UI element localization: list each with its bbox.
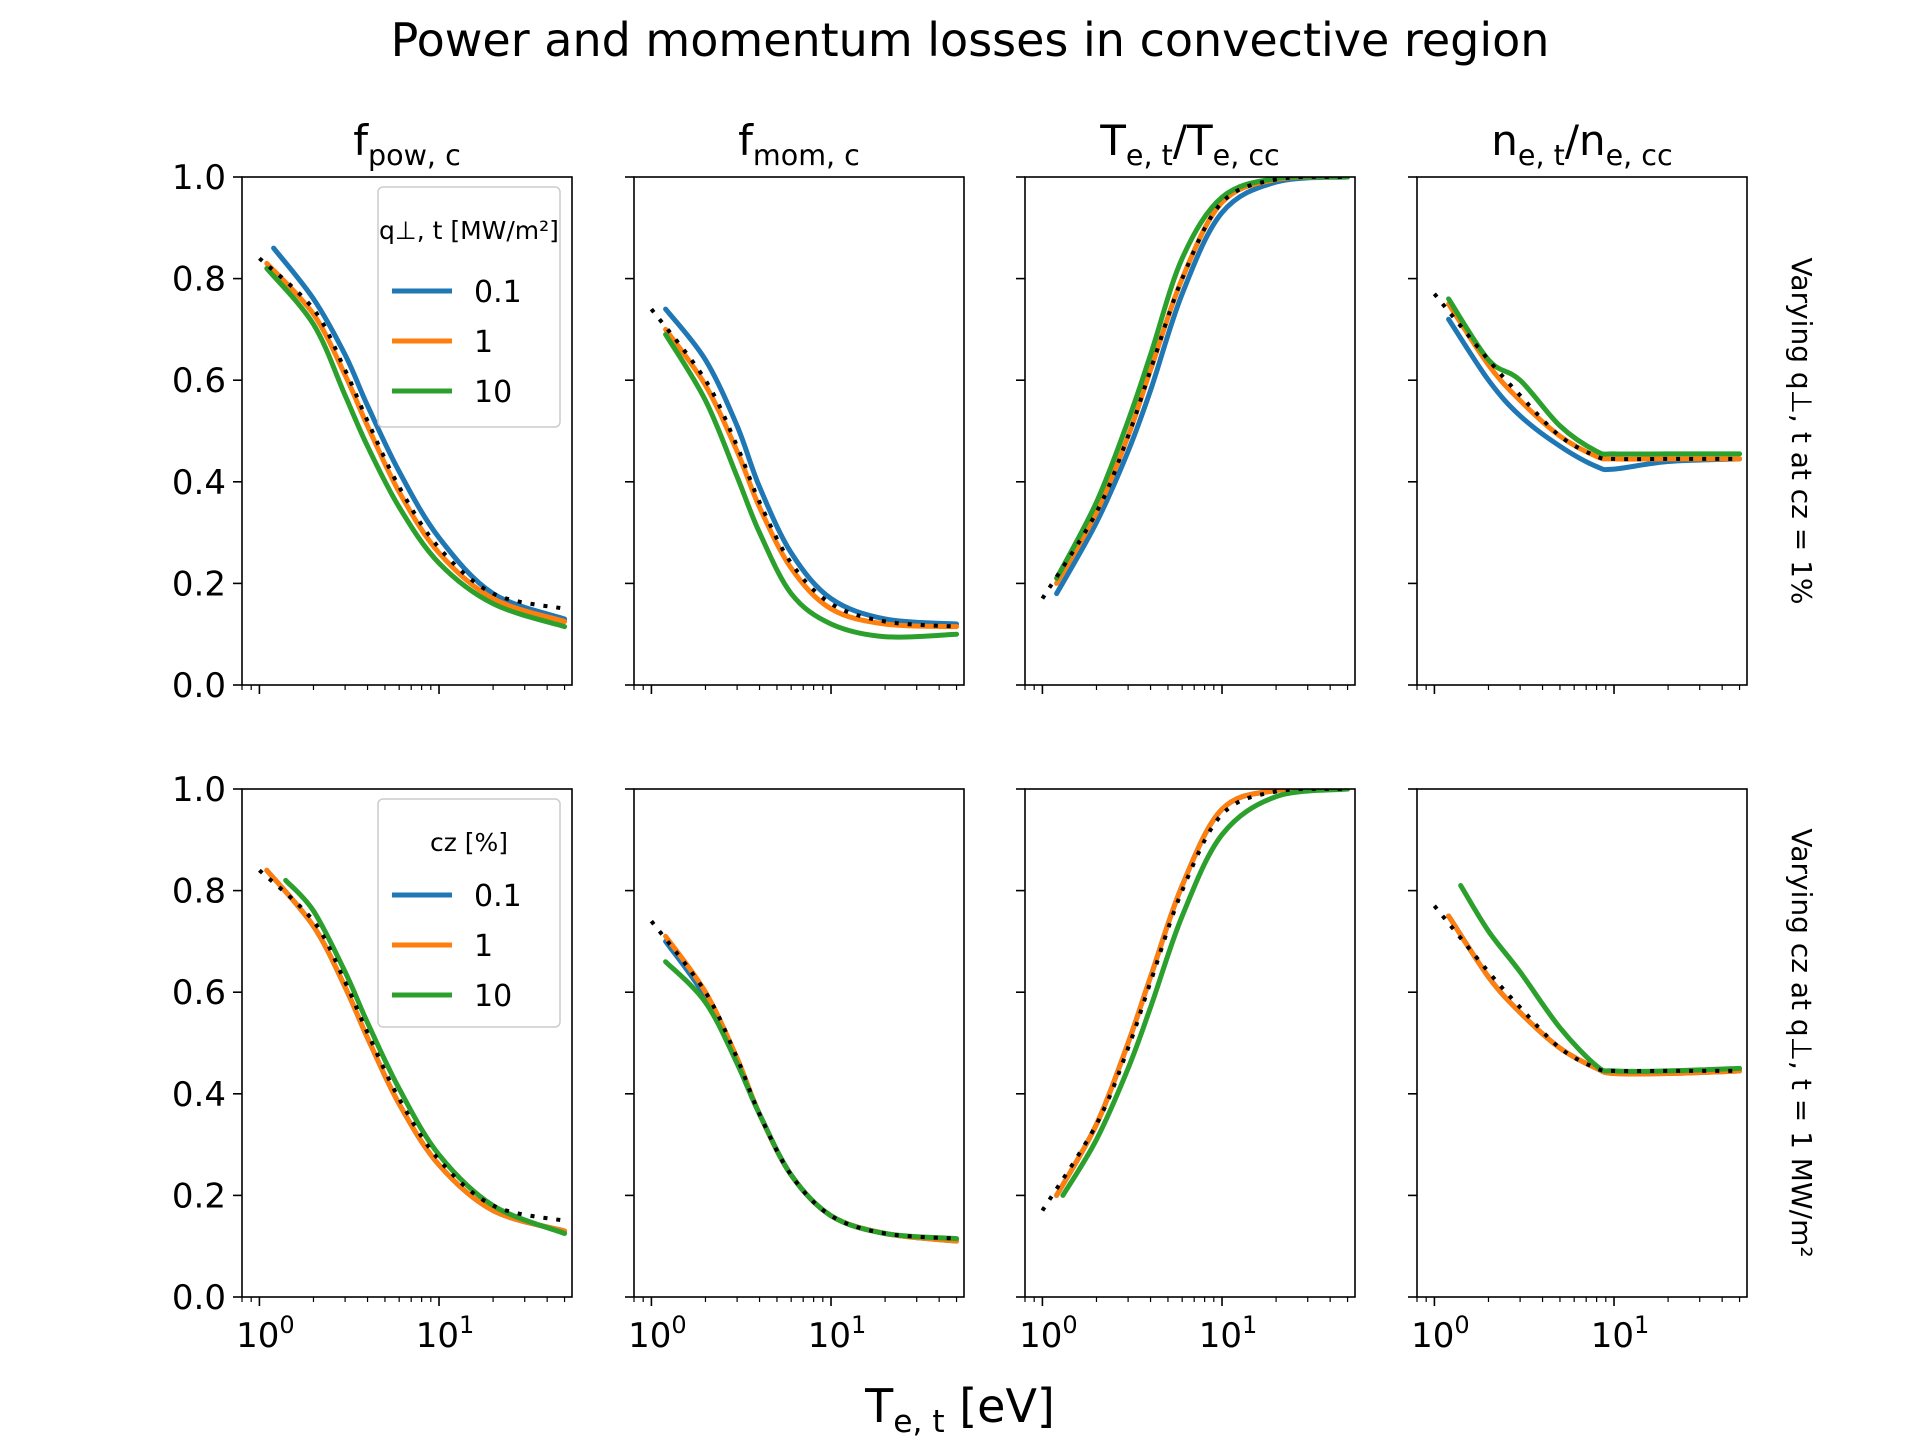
legend-entry: 1 — [474, 929, 493, 964]
legend-entry: 0.1 — [474, 275, 522, 310]
y-tick-label: 0.8 — [172, 260, 226, 300]
plot-lines — [649, 919, 960, 1244]
series-line-1 — [1054, 177, 1351, 586]
panel-title: Te, t/Te, cc — [1099, 116, 1279, 172]
legend-title: cz [%] — [430, 828, 508, 857]
legend-title: q⊥, t [MW/m²] — [379, 216, 559, 245]
reference-line — [1040, 789, 1348, 1212]
series-line-10 — [1060, 789, 1351, 1198]
x-tick-label: 100 — [1411, 1311, 1470, 1356]
panel-title: fmom, c — [738, 116, 860, 172]
plot-lines — [1040, 177, 1351, 600]
reference-line — [649, 919, 957, 1241]
panel-r1-c0: 0.0 0.2 0.4 0.6 0.8 1.0 100 101 cz [%] 0.1 1 10 — [172, 770, 573, 1356]
series-line-10 — [663, 332, 960, 640]
plot-lines — [1040, 789, 1351, 1212]
row-label: Varying cz at q⊥, t = 1 MW/m² — [1785, 828, 1818, 1257]
series-line-10 — [1446, 296, 1743, 457]
legend-box — [377, 186, 561, 428]
reference-line — [1432, 292, 1740, 462]
y-tick-label: 0.2 — [172, 564, 226, 604]
plot-frame — [633, 176, 965, 686]
legend: cz [%] 0.1 1 10 — [377, 798, 561, 1028]
y-tick-label: 0.6 — [172, 973, 226, 1013]
x-axis-label: Te, t [eV] — [864, 1379, 1055, 1440]
plot-frame — [241, 788, 573, 1298]
legend: q⊥, t [MW/m²] 0.1 1 10 — [377, 186, 561, 428]
series-line-0.1 — [271, 245, 568, 622]
plot-lines — [1432, 883, 1743, 1077]
y-tick-label: 0.0 — [172, 1278, 226, 1318]
series-line-1 — [663, 326, 960, 630]
x-tick-label: 101 — [1591, 1311, 1650, 1356]
y-tick-label: 0.0 — [172, 666, 226, 706]
y-tick-label: 0.2 — [172, 1176, 226, 1216]
reference-line — [1040, 177, 1348, 600]
row-label: Varying q⊥, t at cz = 1% — [1785, 257, 1818, 604]
y-tick-label: 0.6 — [172, 361, 226, 401]
x-tick-label: 100 — [628, 1311, 687, 1356]
series-line-1 — [663, 933, 960, 1244]
panel-grid: 0.0 0.2 0.4 0.6 0.8 1.0 fpow, c q⊥, t [MW/m²] 0.… — [172, 116, 1818, 1356]
y-tick-label: 0.4 — [172, 463, 226, 503]
panel-title: ne, t/ne, cc — [1491, 116, 1672, 172]
panel-r0-c2: Te, t/Te, cc — [1016, 116, 1356, 694]
reference-line — [649, 307, 957, 629]
y-tick-label: 0.8 — [172, 872, 226, 912]
x-tick-label: 100 — [1019, 1311, 1078, 1356]
plot-lines — [258, 867, 568, 1236]
plot-frame — [1024, 176, 1356, 686]
series-line-0.1 — [1446, 316, 1743, 473]
x-tick-label: 101 — [416, 1311, 475, 1356]
plot-frame — [1024, 788, 1356, 1298]
y-tick-label: 1.0 — [172, 770, 226, 810]
series-line-0.1 — [1054, 177, 1351, 597]
panel-r1-c2: 100 101 — [1016, 788, 1356, 1356]
series-line-1 — [1446, 301, 1743, 462]
series-line-10 — [1054, 177, 1351, 581]
series-line-0.1 — [663, 306, 960, 627]
panel-r1-c1: 100 101 — [625, 788, 965, 1356]
y-tick-label: 0.4 — [172, 1075, 226, 1115]
series-line-10 — [1458, 883, 1743, 1074]
plot-lines — [258, 245, 568, 630]
legend-entry: 1 — [474, 325, 493, 360]
series-line-10 — [264, 265, 568, 630]
legend-entry: 10 — [474, 375, 512, 410]
reference-line — [1432, 904, 1740, 1074]
panel-r0-c1: fmom, c — [625, 116, 965, 694]
reference-line — [258, 256, 566, 611]
panel-r1-c3: 100 101 Varying cz at q⊥, t = 1 MW/m² — [1408, 788, 1818, 1356]
x-tick-label: 101 — [1199, 1311, 1258, 1356]
series-line-1 — [1446, 913, 1743, 1077]
x-tick-label: 101 — [808, 1311, 867, 1356]
reference-line — [258, 868, 566, 1223]
plot-lines — [649, 306, 960, 640]
legend-entry: 10 — [474, 979, 512, 1014]
panel-title: fpow, c — [353, 116, 461, 172]
panel-r0-c3: ne, t/ne, cc Varying q⊥, t at cz = 1% — [1408, 116, 1818, 694]
plot-frame — [633, 788, 965, 1298]
legend-box — [377, 798, 561, 1028]
series-line-1 — [264, 867, 568, 1234]
x-tick-label: 100 — [236, 1311, 295, 1356]
y-tick-label: 1.0 — [172, 158, 226, 198]
series-line-10 — [283, 877, 568, 1236]
figure-title: Power and momentum losses in convective … — [391, 13, 1550, 67]
plot-frame — [1416, 176, 1748, 686]
plot-frame — [1416, 788, 1748, 1298]
plot-lines — [1432, 292, 1743, 473]
legend-entry: 0.1 — [474, 879, 522, 914]
plot-frame — [241, 176, 573, 686]
series-line-1 — [264, 260, 568, 624]
panel-r0-c0: 0.0 0.2 0.4 0.6 0.8 1.0 fpow, c q⊥, t [MW/m²] 0.… — [172, 116, 573, 706]
